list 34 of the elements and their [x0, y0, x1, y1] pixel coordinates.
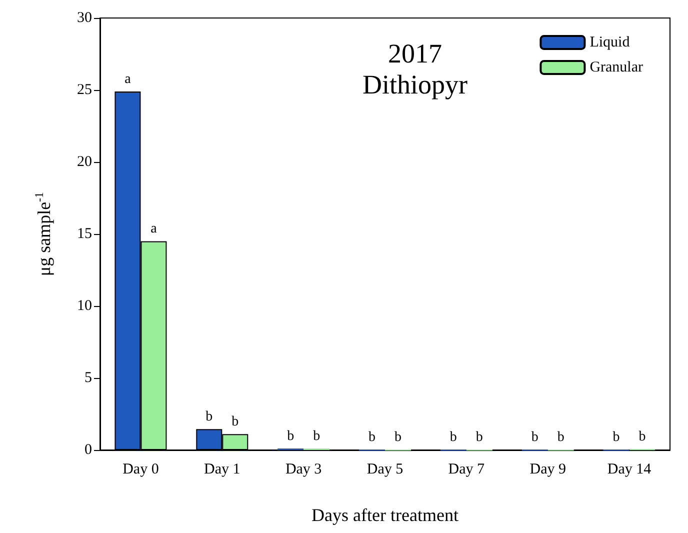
- y-tick-label: 25: [77, 82, 92, 98]
- data-label: b: [394, 430, 402, 445]
- y-tick-label: 20: [77, 154, 92, 170]
- data-label: b: [638, 430, 646, 445]
- data-label: b: [531, 430, 538, 445]
- y-tick-label: 5: [84, 370, 92, 386]
- data-label: b: [287, 429, 294, 444]
- y-tick-label: 15: [77, 226, 92, 242]
- data-label: b: [450, 430, 457, 445]
- y-tick-label: 0: [84, 442, 92, 458]
- legend-label: Liquid: [590, 34, 630, 50]
- x-tick-label: Day 0: [122, 462, 159, 478]
- text: 2017: [388, 38, 442, 68]
- x-tick-label: Day 7: [448, 462, 486, 478]
- x-tick-label: Day 3: [285, 462, 322, 478]
- y-tick-label: 10: [77, 298, 92, 314]
- data-label: b: [612, 430, 620, 445]
- text: Dithiopyr: [362, 70, 468, 100]
- data-label: a: [150, 222, 158, 237]
- data-label: b: [368, 430, 376, 445]
- y-axis-title: μg sample-1: [32, 192, 54, 276]
- x-tick-label: Day 9: [530, 462, 566, 478]
- data-label: a: [124, 72, 132, 87]
- data-label: b: [206, 410, 213, 425]
- x-tick-label: Day 14: [607, 462, 652, 478]
- x-axis-title: Days after treatment: [312, 505, 458, 525]
- x-tick-label: Day 1: [204, 462, 240, 478]
- data-label: b: [476, 430, 483, 445]
- data-label: b: [232, 414, 239, 430]
- legend-label: Granular: [590, 60, 644, 76]
- x-tick-label: Day 5: [366, 462, 404, 478]
- data-label: b: [313, 429, 320, 444]
- data-label: b: [557, 430, 564, 445]
- y-tick-label: 30: [77, 10, 92, 26]
